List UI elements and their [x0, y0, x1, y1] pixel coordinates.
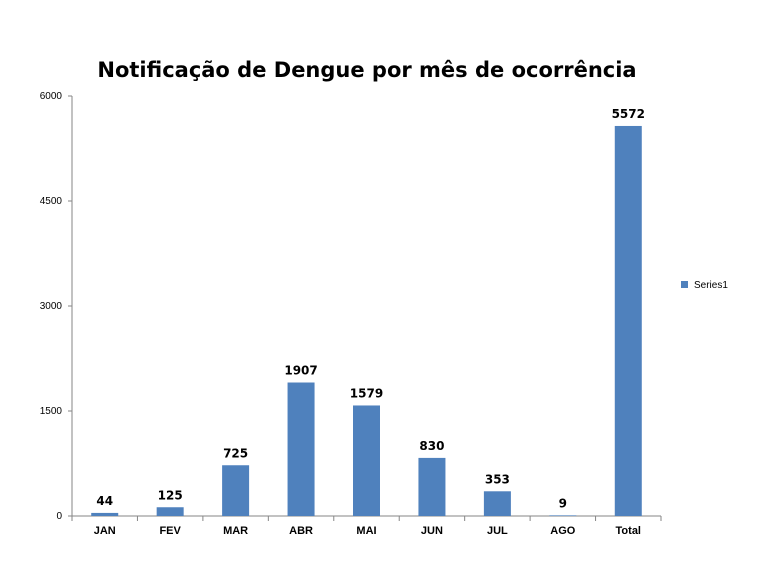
bar: [353, 405, 380, 516]
y-tick-label: 3000: [40, 301, 63, 312]
plot-area: 0 1500 3000 4500 6000 44 JAN 125 FEV 725 MAR 1907 AB…: [40, 91, 662, 537]
x-tick-label: AGO: [550, 525, 576, 537]
y-tick-label: 0: [56, 511, 62, 522]
legend: Series1: [681, 280, 728, 291]
x-tick-label: JUN: [421, 525, 443, 537]
bar: [549, 515, 577, 516]
y-tick-label: 6000: [40, 91, 63, 102]
legend-swatch: [681, 281, 688, 288]
chart-title: Notificação de Dengue por mês de ocorrên…: [97, 58, 636, 82]
legend-label: Series1: [694, 280, 728, 291]
bar: [222, 465, 250, 516]
bar: [91, 512, 119, 516]
data-label: 9: [559, 496, 567, 510]
x-tick-label: Total: [616, 525, 641, 537]
x-tick-label: FEV: [159, 525, 181, 537]
x-tick-label: JAN: [94, 525, 116, 537]
data-label: 830: [419, 439, 444, 453]
data-label: 1579: [350, 386, 383, 400]
bar: [287, 382, 315, 516]
y-tick-label: 1500: [40, 406, 63, 417]
data-label: 44: [96, 494, 113, 508]
bar: [418, 457, 446, 516]
data-label: 725: [223, 446, 248, 460]
data-label: 353: [485, 472, 510, 486]
x-tick-label: ABR: [289, 525, 313, 537]
data-label: 1907: [284, 364, 317, 378]
bar: [614, 125, 642, 517]
x-tick-label: JUL: [487, 525, 508, 537]
data-label: 5572: [612, 107, 645, 121]
x-tick-label: MAR: [223, 525, 248, 537]
data-label: 125: [158, 488, 183, 502]
x-tick-label: MAI: [356, 525, 376, 537]
bar: [483, 491, 511, 516]
y-tick-label: 4500: [40, 196, 63, 207]
bar: [156, 507, 184, 516]
